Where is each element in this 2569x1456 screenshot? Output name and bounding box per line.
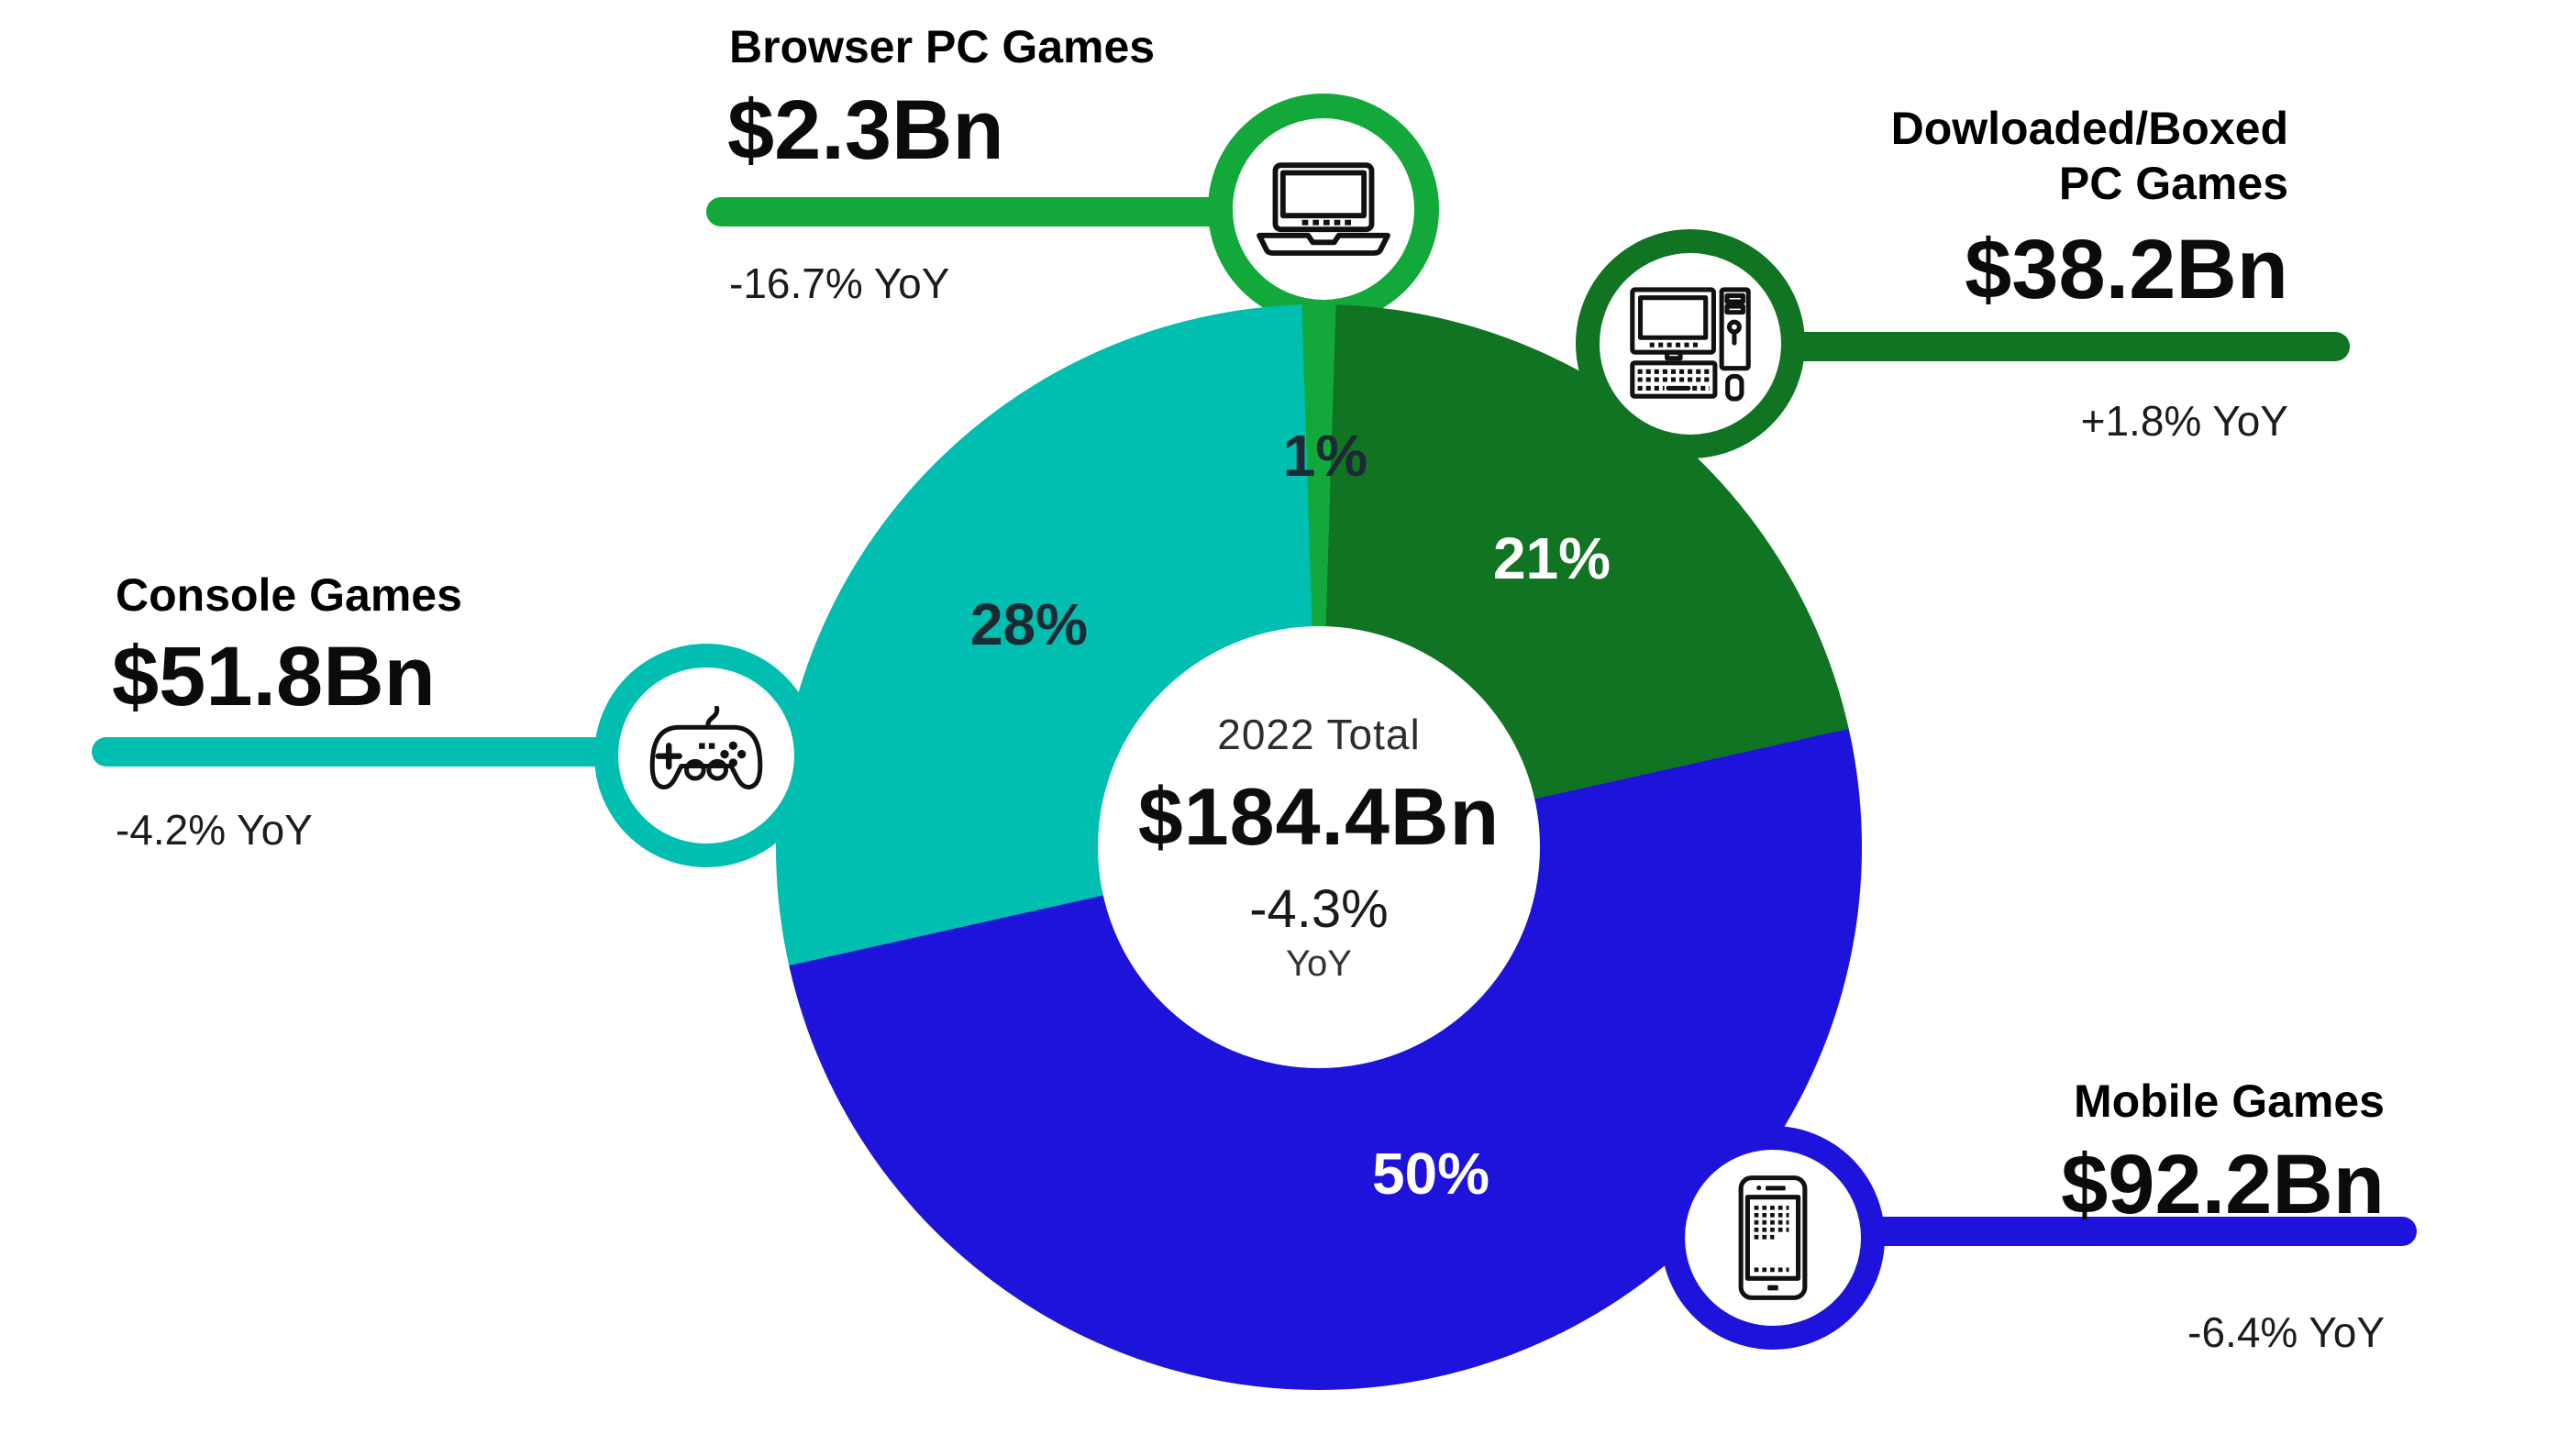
mobile-yoy: -6.4% YoY [2187, 1308, 2385, 1356]
smartphone-icon [1738, 1175, 1808, 1300]
browser-value: $2.3Bn [727, 83, 1004, 177]
laptop-icon [1257, 161, 1390, 256]
center-title: 2022 Total [1217, 711, 1421, 758]
gamepad-icon [649, 706, 763, 790]
mobile-title: Mobile Games [2074, 1075, 2385, 1127]
downloaded-value: $38.2Bn [1965, 223, 2288, 316]
desktop-computer-icon [1630, 286, 1751, 402]
console-yoy: -4.2% YoY [116, 806, 313, 854]
downloaded-title-line1: Dowloaded/Boxed [1890, 103, 2288, 154]
downloaded-percent-label: 21% [1492, 525, 1611, 591]
mobile-percent-label: 50% [1371, 1141, 1490, 1207]
downloaded-icon-badge [1576, 229, 1805, 458]
browser-connector-line [706, 197, 1238, 226]
console-percent-label: 28% [969, 591, 1089, 657]
mobile-value: $92.2Bn [2061, 1138, 2385, 1231]
browser-icon-badge [1208, 94, 1439, 325]
center-yoy-label: YoY [1286, 943, 1352, 984]
console-title: Console Games [116, 569, 462, 621]
donut-hole [1098, 626, 1540, 1068]
donut-center-text: 2022 Total $184.4Bn -4.3% YoY [1103, 710, 1534, 985]
downloaded-title: Dowloaded/Boxed PC Games [1891, 101, 2288, 211]
mobile-icon-badge [1661, 1126, 1885, 1350]
browser-percent-label: 1% [1282, 423, 1368, 489]
console-value: $51.8Bn [112, 630, 436, 723]
mobile-connector-line [1779, 1217, 2417, 1246]
console-icon-badge [594, 644, 818, 867]
downloaded-yoy: +1.8% YoY [2080, 397, 2288, 445]
center-yoy-value: -4.3% [1249, 879, 1389, 939]
downloaded-title-line2: PC Games [2058, 158, 2288, 209]
browser-yoy: -16.7% YoY [729, 259, 950, 307]
center-total-value: $184.4Bn [1137, 771, 1500, 862]
downloaded-connector-line [1788, 332, 2350, 361]
browser-title: Browser PC Games [729, 21, 1156, 72]
